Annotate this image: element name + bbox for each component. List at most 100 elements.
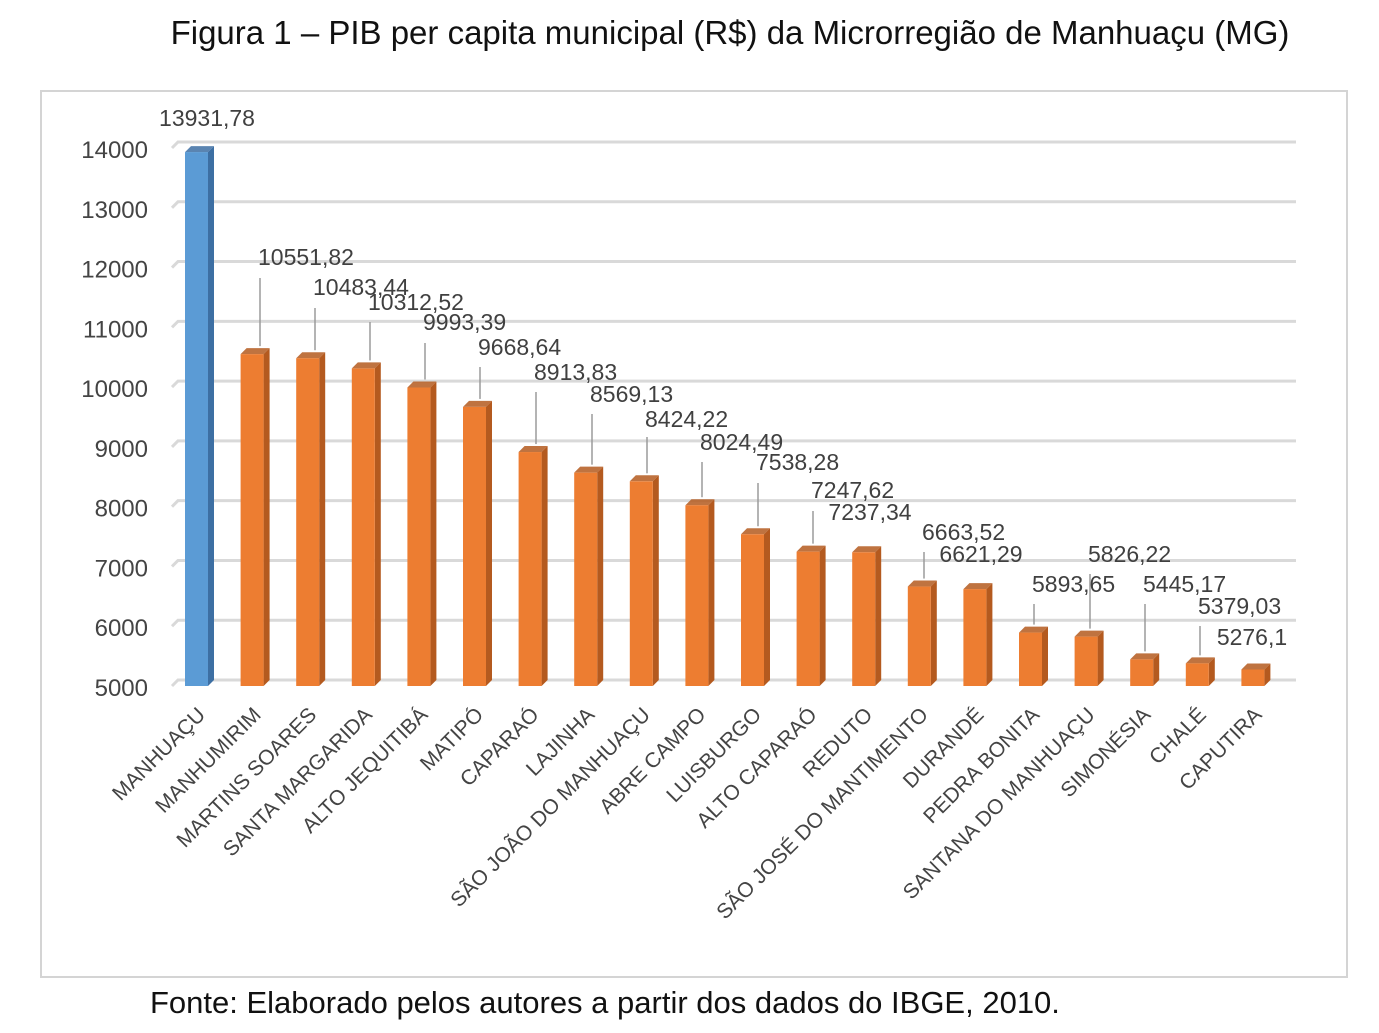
data-label: 7237,34 (828, 499, 911, 525)
grid-layer (170, 140, 1296, 688)
data-label: 5276,1 (1217, 624, 1287, 650)
figure-title: Figura 1 – PIB per capita municipal (R$)… (170, 14, 1290, 51)
gridline (170, 200, 1296, 209)
data-label: 10312,52 (368, 289, 464, 315)
bar-side (263, 348, 270, 686)
bar (185, 152, 208, 687)
x-tick-label: SÃO JOÃO DO MANHUAÇU (446, 703, 655, 912)
data-label: 8913,83 (534, 359, 617, 385)
data-label: 5379,03 (1198, 593, 1281, 619)
data-label: 7538,28 (756, 449, 839, 475)
gridline (170, 439, 1296, 448)
gridline (170, 260, 1296, 269)
bar-side (1264, 663, 1271, 686)
data-label: 8424,22 (645, 406, 728, 432)
bar (574, 472, 598, 686)
y-tick-label: 6000 (95, 615, 148, 642)
data-label: 9668,64 (478, 334, 561, 360)
bar (629, 481, 653, 686)
y-tick-label: 14000 (81, 137, 148, 164)
bar-top (907, 580, 937, 587)
gridline (170, 319, 1296, 329)
bar (351, 368, 375, 686)
data-label: 8024,49 (700, 429, 783, 455)
data-label: 8569,13 (590, 381, 673, 407)
y-tick-label: 9000 (95, 436, 148, 463)
bar-side (374, 362, 381, 686)
data-labels: 13931,78 10551,82 10483,4410312,529993,399… (159, 105, 1287, 650)
bar (240, 354, 264, 686)
bar-top (518, 446, 548, 453)
bar (1019, 632, 1042, 686)
figure-source: Fonte: Elaborado pelos autores a partir … (150, 985, 1060, 1020)
bar-side (930, 580, 937, 686)
bar-side (430, 381, 437, 686)
bar-top (963, 583, 993, 590)
bar (518, 452, 542, 686)
bar-top (240, 348, 270, 355)
bar-side (1042, 626, 1048, 686)
data-label: 5445,17 (1143, 571, 1226, 597)
data-label: 5893,65 (1032, 571, 1115, 597)
data-label: 5826,22 (1088, 541, 1171, 567)
bar-top (629, 475, 659, 482)
label-leader-lines (259, 278, 1201, 656)
bar-top (407, 381, 437, 388)
data-label: 10483,44 (313, 274, 409, 300)
data-label: 10551,82 (258, 244, 354, 270)
bar (1130, 659, 1154, 686)
data-label: 6663,52 (922, 519, 1005, 545)
bar-top (685, 499, 715, 506)
bar-side (486, 400, 492, 686)
y-tick-label: 11000 (83, 316, 148, 343)
bar-top (574, 466, 604, 473)
bar-side (652, 475, 659, 686)
bar (796, 551, 820, 686)
bar-top (741, 528, 770, 535)
gridline (170, 499, 1296, 508)
bar (1185, 663, 1209, 686)
bar-side (764, 528, 770, 686)
bar-top (852, 546, 882, 553)
bar-side (319, 352, 326, 686)
gridline (170, 618, 1296, 628)
bar-side (708, 499, 715, 686)
bar (407, 387, 431, 686)
bar-top (351, 362, 381, 369)
data-label: 6621,29 (939, 541, 1022, 567)
bar (685, 505, 709, 686)
y-tick-label: 8000 (95, 496, 148, 523)
bar (1074, 636, 1098, 686)
gridline (170, 140, 1296, 150)
bar (463, 406, 486, 686)
y-tick-label: 5000 (95, 675, 148, 702)
bar-top (463, 400, 492, 407)
bar-top (1019, 626, 1048, 633)
bar-top (1074, 630, 1104, 637)
y-tick-label: 10000 (81, 376, 148, 403)
bar-top (1130, 653, 1160, 660)
bar-top (1185, 657, 1215, 664)
bar-side (819, 545, 826, 686)
bar-top (185, 146, 214, 153)
bar (852, 552, 876, 686)
bar-side (597, 466, 604, 686)
bar (1241, 669, 1265, 686)
data-label: 9993,39 (423, 309, 506, 335)
bar (963, 589, 987, 686)
bar-side (1097, 630, 1104, 686)
bar-side (541, 446, 548, 686)
gridline (170, 379, 1296, 389)
gridline (170, 678, 1296, 688)
bar-side (875, 546, 882, 686)
data-label: 7247,62 (811, 477, 894, 503)
bar-side (1208, 657, 1215, 686)
y-tick-label: 13000 (81, 197, 148, 224)
bar-top (1241, 663, 1271, 670)
bar-side (1153, 653, 1160, 686)
bar-side (986, 583, 993, 686)
bar-top (796, 545, 826, 552)
bar-side (208, 146, 214, 687)
